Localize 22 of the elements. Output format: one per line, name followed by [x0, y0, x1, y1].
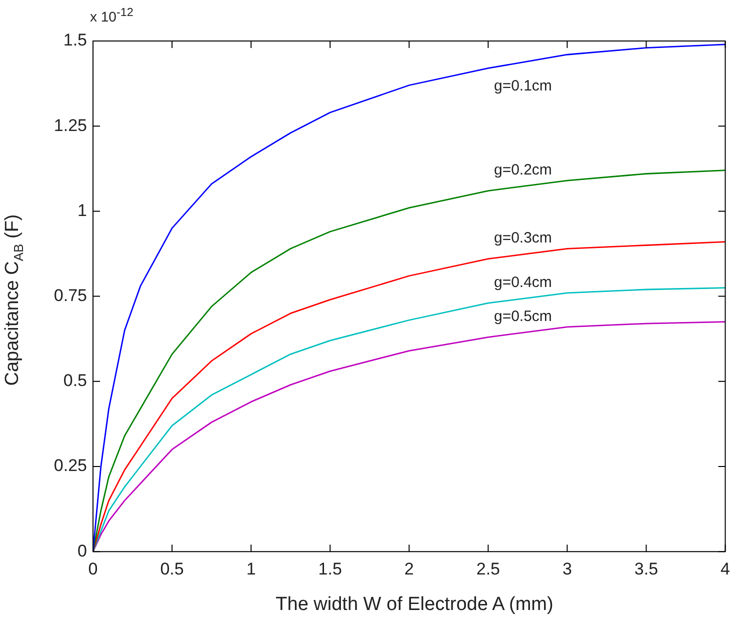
y-tick-label: 0.75 — [54, 286, 87, 305]
x-tick-label: 1 — [246, 559, 256, 578]
x-axis-title: The width W of Electrode A (mm) — [274, 594, 554, 616]
x-tick-label: 3 — [562, 559, 572, 578]
text: x 10$^{-12}$ — [90, 6, 134, 25]
series-label: g=0.5cm — [494, 308, 552, 325]
series-label: g=0.1cm — [494, 77, 552, 94]
series-label: g=0.4cm — [494, 274, 552, 291]
x-tick-label: 2.5 — [476, 559, 500, 578]
x-tick-label: 0.5 — [160, 559, 184, 578]
y-tick-label: 0.25 — [54, 456, 87, 476]
x-tick-label: 2 — [404, 559, 414, 578]
y-tick-label: 1.5 — [63, 30, 87, 50]
y-tick-label: 0.5 — [63, 371, 87, 390]
x-tick-label: 3.5 — [634, 559, 658, 578]
series-label: g=0.2cm — [494, 161, 552, 178]
series-label: g=0.3cm — [494, 230, 552, 247]
x-tick-label: 4 — [720, 559, 730, 578]
x-tick-label: 1.5 — [318, 559, 342, 578]
y-tick-label: 1.25 — [54, 116, 87, 135]
y-tick-label: 0 — [78, 541, 87, 560]
y-tick-label: 1 — [78, 200, 87, 220]
